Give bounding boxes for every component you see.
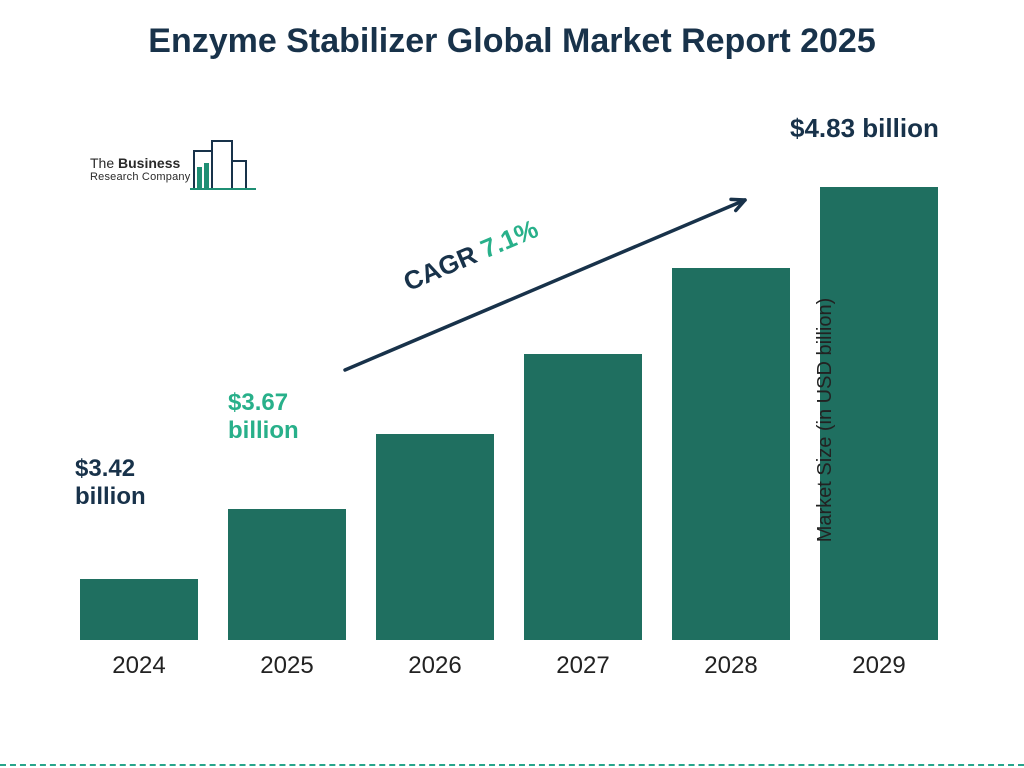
trend-arrow bbox=[0, 0, 1024, 768]
bottom-dashed-line bbox=[0, 764, 1024, 766]
report-container: Enzyme Stabilizer Global Market Report 2… bbox=[0, 0, 1024, 768]
